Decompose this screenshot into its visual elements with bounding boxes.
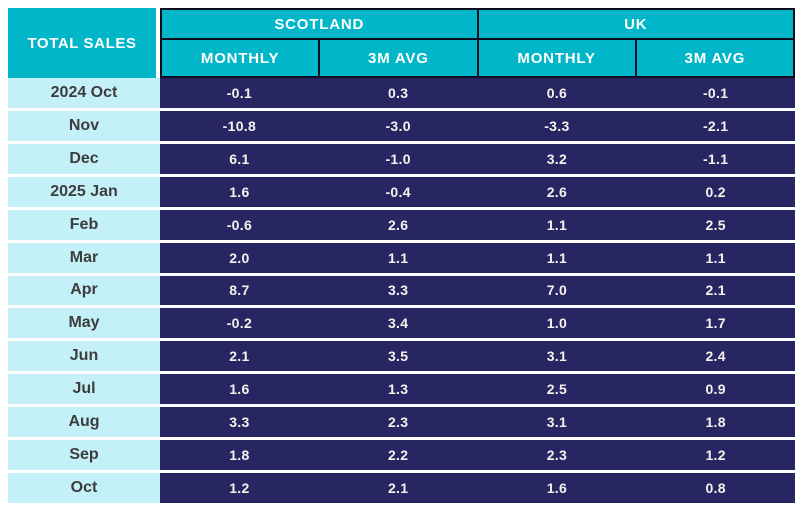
value-cell: 0.3 bbox=[318, 78, 478, 108]
row-header-month: Sep bbox=[8, 440, 160, 471]
column-group-uk: UK bbox=[478, 10, 793, 38]
row-header-month: Apr bbox=[8, 275, 160, 306]
row-header-month: Oct bbox=[8, 473, 160, 503]
value-cell: 2.2 bbox=[318, 440, 478, 471]
total-sales-table: TOTAL SALES SCOTLAND UK MONTHLY 3M AVG M… bbox=[8, 8, 795, 503]
value-cell: 1.1 bbox=[636, 242, 795, 273]
column-group-scotland: SCOTLAND bbox=[162, 10, 477, 38]
value-cell: 1.0 bbox=[477, 308, 637, 339]
table-row: May -0.2 3.4 1.0 1.7 bbox=[8, 308, 795, 339]
value-cell: 1.8 bbox=[636, 407, 795, 438]
table-row: Oct 1.2 2.1 1.6 0.8 bbox=[8, 473, 795, 503]
table-title: TOTAL SALES bbox=[8, 8, 156, 78]
value-cell: 0.2 bbox=[636, 176, 795, 207]
row-header-month: 2024 Oct bbox=[8, 78, 160, 108]
value-cell: 1.6 bbox=[477, 473, 637, 503]
row-header-month: May bbox=[8, 308, 160, 339]
value-cell: 2.0 bbox=[160, 242, 319, 273]
value-cell: 3.5 bbox=[318, 341, 478, 372]
value-cell: 1.1 bbox=[477, 242, 637, 273]
value-cell: 2.4 bbox=[636, 341, 795, 372]
value-cell: 0.6 bbox=[477, 78, 637, 108]
value-cell: 1.3 bbox=[318, 374, 478, 405]
value-cell: 1.1 bbox=[477, 209, 637, 240]
value-cell: -1.0 bbox=[318, 143, 478, 174]
value-cell: 3.1 bbox=[477, 407, 637, 438]
value-cell: 1.8 bbox=[160, 440, 319, 471]
table-header: TOTAL SALES SCOTLAND UK MONTHLY 3M AVG M… bbox=[8, 8, 795, 78]
value-cell: 1.1 bbox=[318, 242, 478, 273]
row-header-month: Feb bbox=[8, 209, 160, 240]
column-group-headers: SCOTLAND UK MONTHLY 3M AVG MONTHLY 3M AV… bbox=[160, 8, 795, 78]
value-cell: -0.2 bbox=[160, 308, 319, 339]
table-row: Feb -0.6 2.6 1.1 2.5 bbox=[8, 209, 795, 240]
value-cell: 6.1 bbox=[160, 143, 319, 174]
table-row: 2025 Jan 1.6 -0.4 2.6 0.2 bbox=[8, 176, 795, 207]
value-cell: 1.2 bbox=[160, 473, 319, 503]
value-cell: 3.4 bbox=[318, 308, 478, 339]
value-cell: -1.1 bbox=[636, 143, 795, 174]
value-cell: 2.1 bbox=[318, 473, 478, 503]
row-header-month: Aug bbox=[8, 407, 160, 438]
table-row: Jul 1.6 1.3 2.5 0.9 bbox=[8, 374, 795, 405]
column-header-scotland-3m-avg: 3M AVG bbox=[320, 40, 477, 76]
table-row: Nov -10.8 -3.0 -3.3 -2.1 bbox=[8, 110, 795, 141]
value-cell: -10.8 bbox=[160, 110, 319, 141]
value-cell: 3.3 bbox=[318, 275, 478, 306]
value-cell: 1.7 bbox=[636, 308, 795, 339]
row-header-month: Jun bbox=[8, 341, 160, 372]
row-header-month: Mar bbox=[8, 242, 160, 273]
value-cell: -0.1 bbox=[636, 78, 795, 108]
row-header-month: Jul bbox=[8, 374, 160, 405]
table-row: Dec 6.1 -1.0 3.2 -1.1 bbox=[8, 143, 795, 174]
value-cell: 1.6 bbox=[160, 374, 319, 405]
value-cell: 2.6 bbox=[477, 176, 637, 207]
column-header-uk-monthly: MONTHLY bbox=[478, 40, 635, 76]
value-cell: 2.1 bbox=[160, 341, 319, 372]
table-row: Jun 2.1 3.5 3.1 2.4 bbox=[8, 341, 795, 372]
value-cell: 8.7 bbox=[160, 275, 319, 306]
value-cell: 3.1 bbox=[477, 341, 637, 372]
table-row: Apr 8.7 3.3 7.0 2.1 bbox=[8, 275, 795, 306]
value-cell: -3.0 bbox=[318, 110, 478, 141]
table-row: 2024 Oct -0.1 0.3 0.6 -0.1 bbox=[8, 78, 795, 108]
table-body: 2024 Oct -0.1 0.3 0.6 -0.1 Nov -10.8 -3.0 -3.3 -2… bbox=[8, 78, 795, 503]
value-cell: 2.3 bbox=[318, 407, 478, 438]
value-cell: 2.6 bbox=[318, 209, 478, 240]
group-header-row: SCOTLAND UK bbox=[162, 10, 793, 38]
table-row: Mar 2.0 1.1 1.1 1.1 bbox=[8, 242, 795, 273]
table-row: Aug 3.3 2.3 3.1 1.8 bbox=[8, 407, 795, 438]
value-cell: 1.6 bbox=[160, 176, 319, 207]
value-cell: 2.5 bbox=[636, 209, 795, 240]
value-cell: -0.4 bbox=[318, 176, 478, 207]
row-header-month: 2025 Jan bbox=[8, 176, 160, 207]
value-cell: 0.8 bbox=[636, 473, 795, 503]
column-header-scotland-monthly: MONTHLY bbox=[162, 40, 319, 76]
value-cell: -0.6 bbox=[160, 209, 319, 240]
value-cell: 1.2 bbox=[636, 440, 795, 471]
value-cell: 2.5 bbox=[477, 374, 637, 405]
value-cell: 3.2 bbox=[477, 143, 637, 174]
value-cell: 0.9 bbox=[636, 374, 795, 405]
sub-header-row: MONTHLY 3M AVG MONTHLY 3M AVG bbox=[162, 40, 793, 76]
value-cell: 2.1 bbox=[636, 275, 795, 306]
value-cell: 2.3 bbox=[477, 440, 637, 471]
row-header-month: Dec bbox=[8, 143, 160, 174]
value-cell: -0.1 bbox=[160, 78, 319, 108]
value-cell: 7.0 bbox=[477, 275, 637, 306]
column-header-uk-3m-avg: 3M AVG bbox=[636, 40, 793, 76]
table-row: Sep 1.8 2.2 2.3 1.2 bbox=[8, 440, 795, 471]
value-cell: -3.3 bbox=[477, 110, 637, 141]
row-header-month: Nov bbox=[8, 110, 160, 141]
value-cell: 3.3 bbox=[160, 407, 319, 438]
value-cell: -2.1 bbox=[636, 110, 795, 141]
